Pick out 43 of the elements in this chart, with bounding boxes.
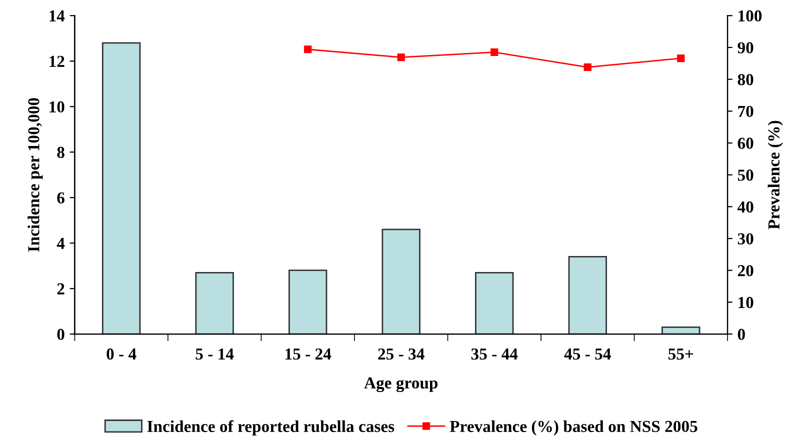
point — [584, 63, 592, 72]
bar — [382, 228, 420, 334]
y-tick-label: 6 — [57, 192, 64, 204]
y2-tick-label: 50 — [738, 170, 754, 181]
bar — [568, 256, 607, 334]
x-tick-label: 15 - 24 — [286, 348, 332, 360]
point — [304, 46, 312, 54]
point — [677, 54, 685, 62]
y2-tick-label: 80 — [738, 74, 754, 86]
y-tick-label: 12 — [50, 56, 64, 67]
x-tick-label: 25 - 34 — [378, 348, 424, 360]
x-tick-label: 45 - 54 — [564, 348, 611, 360]
y2-tick-label: 0 — [738, 328, 745, 340]
y-tick-label: 8 — [57, 146, 64, 158]
legend-label: Prevalence (%) based on NSS 2005 — [450, 420, 698, 436]
bar — [662, 326, 700, 334]
y-tick-label: 14 — [50, 10, 65, 22]
y2-tick-label: 20 — [738, 265, 754, 276]
y-tick-label: 10 — [50, 101, 64, 113]
y-tick-label: 4 — [56, 238, 65, 249]
x-tick-label: 0 - 4 — [106, 348, 136, 360]
legend-label: Incidence of reported rubella cases — [147, 420, 394, 436]
x-tick-label: 35 - 44 — [471, 348, 518, 360]
point — [397, 54, 405, 62]
point — [490, 48, 498, 56]
y2-tick-label: 40 — [737, 201, 754, 213]
y-axis-title: Incidence per 100,000 — [28, 98, 43, 252]
y2-tick-label: 60 — [738, 138, 754, 149]
y2-tick-label: 70 — [738, 106, 754, 118]
y-tick-label: 0 — [57, 328, 64, 340]
y2-tick-label: 90 — [738, 42, 754, 54]
y-tick-label: 2 — [57, 283, 64, 294]
x-tick-label: 5 - 14 — [196, 348, 234, 360]
y2-tick-label: 100 — [738, 10, 762, 22]
bar — [195, 272, 234, 334]
x-tick-label: 55+ — [668, 348, 694, 360]
bar — [475, 272, 514, 334]
x-axis-title: Age group — [364, 377, 438, 392]
bar — [288, 270, 328, 334]
bar — [102, 42, 141, 334]
y2-tick-label: 30 — [738, 233, 754, 244]
y2-axis-title: Prevalence (%) — [768, 120, 783, 230]
y2-tick-label: 10 — [738, 296, 754, 308]
